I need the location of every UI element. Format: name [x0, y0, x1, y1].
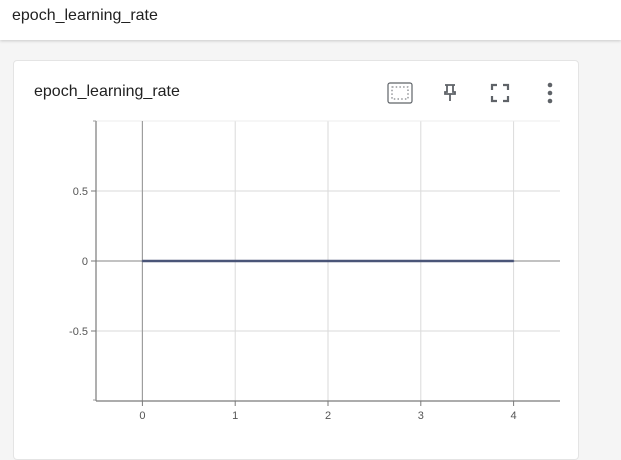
data-point [420, 260, 422, 262]
card-title: epoch_learning_rate [34, 83, 180, 100]
top-bar: epoch_learning_rate [0, 0, 621, 40]
fit-domain-icon [387, 82, 413, 104]
y-tick-label: 0 [82, 256, 88, 268]
x-tick-label: 4 [511, 410, 517, 422]
fit-domain-button[interactable] [386, 79, 414, 107]
chart-card: epoch_learning_rate 0 1 2 3 4 0.5 0 -0.5 [13, 60, 579, 460]
y-tick-label: -0.5 [69, 326, 88, 338]
chart-plot: 0 1 2 3 4 0.5 0 -0.5 [69, 120, 560, 422]
data-point [327, 260, 329, 262]
pin-button[interactable] [436, 79, 464, 107]
x-tick-label: 3 [418, 410, 424, 422]
more-vert-icon [547, 82, 553, 104]
y-tick-label: 0.5 [73, 186, 88, 198]
fullscreen-icon [490, 83, 510, 103]
x-tick-label: 2 [325, 410, 331, 422]
data-point [512, 260, 515, 262]
fullscreen-button[interactable] [486, 79, 514, 107]
x-tick-label: 0 [139, 410, 145, 422]
x-tick-label: 1 [232, 410, 238, 422]
pin-icon [444, 84, 456, 101]
data-point [234, 260, 236, 262]
data-point [141, 260, 144, 262]
more-options-button[interactable] [536, 79, 564, 107]
page-title: epoch_learning_rate [12, 7, 158, 24]
